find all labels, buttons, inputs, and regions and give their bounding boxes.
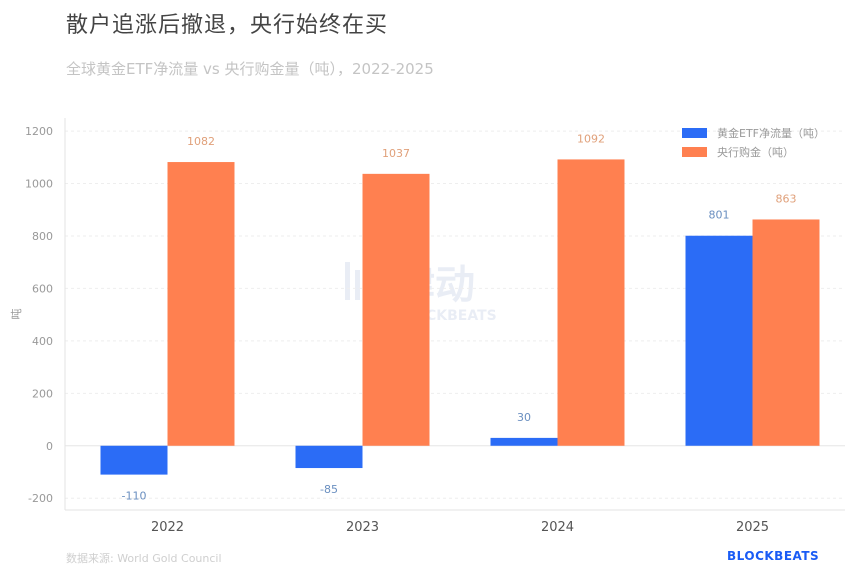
y-tick-label: 400 [32, 335, 53, 348]
y-tick-label: 600 [32, 282, 53, 295]
legend-label: 央行购金（吨） [717, 145, 794, 159]
y-axis-label: 吨 [10, 309, 23, 320]
x-tick-label: 2024 [541, 520, 574, 535]
bar-central-bank-2023 [362, 173, 430, 446]
brand-logo: BLOCKBEATS [727, 549, 820, 563]
bar-etf-2025 [685, 235, 753, 446]
bar-central-bank-2025 [752, 219, 820, 446]
bar-etf-2024 [490, 437, 558, 446]
legend-swatch [682, 147, 707, 157]
y-tick-label: 800 [32, 230, 53, 243]
x-tick-label: 2022 [151, 520, 184, 535]
x-tick-label: 2023 [346, 520, 379, 535]
y-tick-label: 200 [32, 387, 53, 400]
data-label: -85 [320, 483, 338, 496]
bar-central-bank-2022 [167, 162, 235, 446]
chart-title: 散户追涨后撤退，央行始终在买 [66, 13, 389, 38]
bar-etf-2022 [100, 445, 168, 475]
bar-etf-2023 [295, 445, 363, 469]
y-tick-label: 1000 [25, 178, 53, 191]
data-label: -110 [122, 490, 147, 503]
y-tick-label: 1200 [25, 125, 53, 138]
data-label: 1092 [577, 132, 605, 145]
data-label: 1037 [382, 147, 410, 160]
legend-label: 黄金ETF净流量（吨） [717, 126, 825, 140]
chart-subtitle: 全球黄金ETF净流量 vs 央行购金量（吨），2022-2025 [66, 60, 434, 78]
data-label: 801 [709, 209, 730, 222]
y-tick-label: 0 [46, 440, 53, 453]
data-label: 1082 [187, 135, 215, 148]
legend-swatch [682, 128, 707, 138]
data-source: 数据来源: World Gold Council [66, 552, 222, 565]
data-label: 863 [776, 192, 797, 205]
data-label: 30 [517, 411, 531, 424]
bar-central-bank-2024 [557, 159, 625, 446]
x-tick-label: 2025 [736, 520, 769, 535]
y-tick-label: -200 [28, 492, 53, 505]
